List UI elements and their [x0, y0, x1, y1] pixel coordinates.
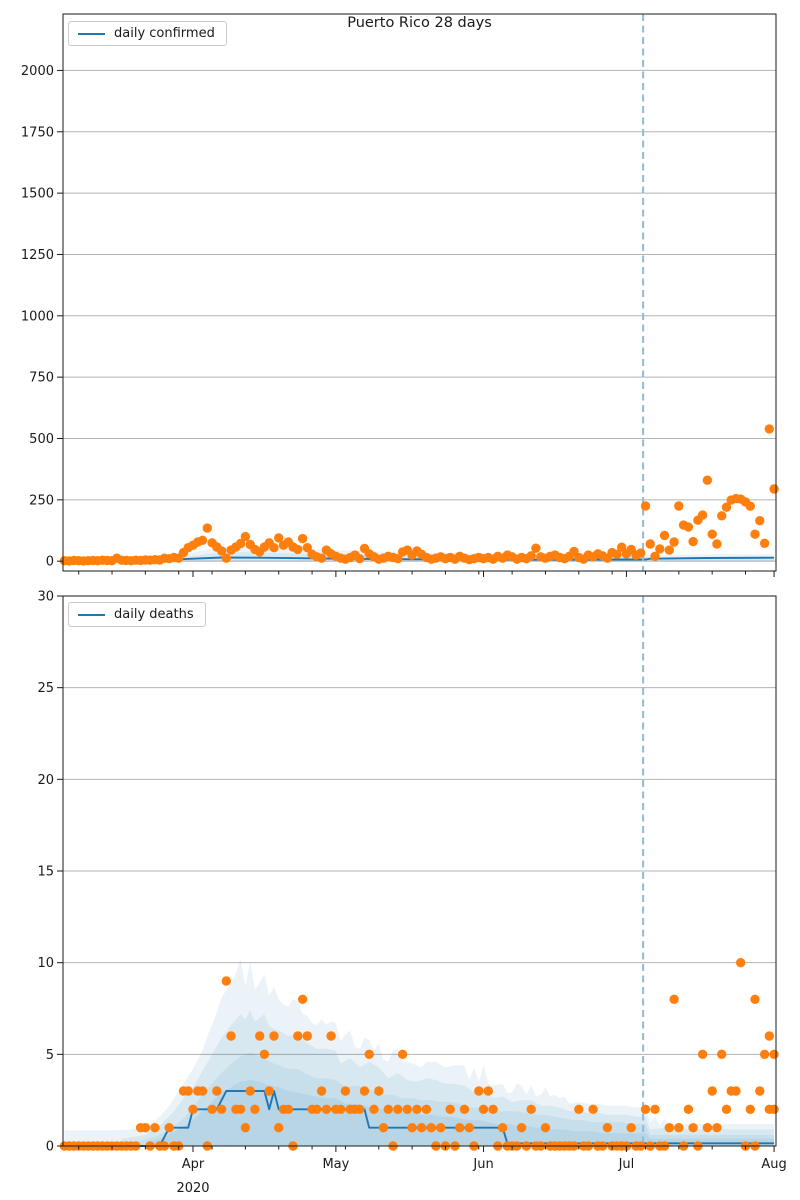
- x-tick-label-Jul: Jul: [618, 1157, 635, 1172]
- svg-text:500: 500: [29, 432, 54, 447]
- legend-daily-confirmed: daily confirmed: [68, 21, 227, 46]
- x-tick-label-Jun: Jun: [472, 1157, 493, 1172]
- confirmed-scatter-points: [59, 424, 779, 566]
- svg-text:25: 25: [37, 681, 54, 696]
- x-tick-label-Apr: Apr: [182, 1157, 205, 1172]
- svg-text:2000: 2000: [21, 64, 54, 79]
- legend-daily-confirmed-label: daily confirmed: [114, 26, 215, 41]
- svg-text:15: 15: [37, 865, 54, 880]
- x-axis-year-label: 2020: [176, 1181, 209, 1196]
- x-tick-label-May: May: [322, 1157, 349, 1172]
- x-tick-label-Aug: Aug: [761, 1157, 786, 1172]
- svg-text:1250: 1250: [21, 248, 54, 263]
- legend-daily-deaths-label: daily deaths: [114, 607, 194, 622]
- svg-text:0: 0: [46, 555, 54, 570]
- deaths-line-swatch-icon: [78, 613, 105, 616]
- y-gridlines: [63, 687, 776, 1055]
- chart-title: Puerto Rico 28 days: [347, 15, 492, 31]
- x-ticks: [78, 571, 775, 577]
- svg-text:0: 0: [46, 1140, 54, 1155]
- svg-text:30: 30: [37, 590, 54, 605]
- svg-text:1750: 1750: [21, 125, 54, 140]
- svg-text:750: 750: [29, 371, 54, 386]
- confirmed-panel: 0 250 500 750 1000 1250 1500 1750 2000: [21, 13, 779, 577]
- axes-spines: [62, 13, 777, 572]
- svg-text:250: 250: [29, 493, 54, 508]
- svg-text:5: 5: [46, 1048, 54, 1063]
- confirmed-line-swatch-icon: [78, 32, 105, 35]
- svg-text:20: 20: [37, 773, 54, 788]
- svg-text:10: 10: [37, 956, 54, 971]
- forecast-bands: [64, 959, 775, 1146]
- x-ticks: Apr 2020 May Jun Jul Aug: [78, 1146, 787, 1196]
- deaths-panel: 0 5 10 15 20 25 30 Apr 2020 May Jun Jul Aug: [37, 590, 786, 1197]
- svg-text:1500: 1500: [21, 187, 54, 202]
- y-tick-labels: 0 5 10 15 20 25 30: [37, 590, 63, 1155]
- y-tick-labels: 0 250 500 750 1000 1250 1500 1750 2000: [21, 64, 63, 570]
- legend-daily-deaths: daily deaths: [68, 602, 206, 627]
- svg-text:1000: 1000: [21, 309, 54, 324]
- y-gridlines: [63, 69, 776, 562]
